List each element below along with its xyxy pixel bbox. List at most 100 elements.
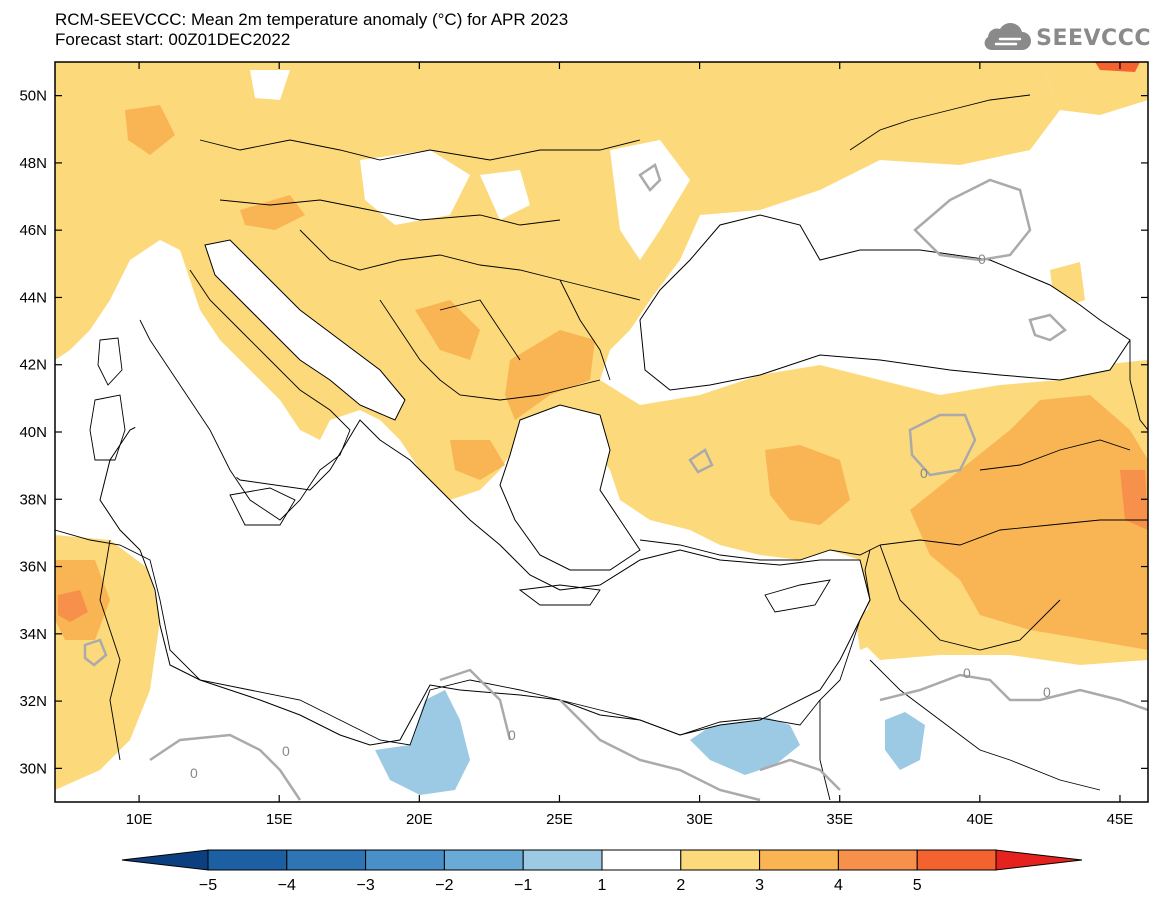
title-line-2: Forecast start: 00Z01DEC2022 [55,30,291,49]
zero-label: 0 [963,665,971,681]
lat-tick-label: 50N [19,88,47,105]
seevccc-logo: SEEVCCC [980,20,1151,56]
border-11 [869,659,1101,791]
mediterranean-sea [99,419,871,746]
colorbar-bin [207,849,288,871]
cyprus [764,579,831,613]
neutral-hole-ukraine [610,140,690,260]
border-14 [1129,340,1148,431]
cold-region-egypt-coast [690,715,800,775]
border-1 [199,139,641,161]
colorbar-bin [365,849,445,871]
anomaly-region-europe [55,62,1148,665]
zero-contour [908,413,977,477]
sea-areas [99,195,1148,746]
lon-tick-label: 40E [966,811,993,828]
north-africa-coast [55,529,861,746]
border-12 [819,700,831,801]
colorbar-label: 5 [913,877,922,894]
colorbar-label: −3 [356,877,374,894]
colorbar-bin [680,849,761,871]
lat-tick-label: 32N [19,693,47,710]
cloud-icon [984,23,1032,51]
black-sea [639,214,1131,391]
chart-title: RCM-SEEVCCC: Mean 2m temperature anomaly… [55,10,568,50]
border-3 [299,229,641,301]
zero-label: 0 [978,251,986,267]
border-10 [99,539,121,761]
zero-label: 0 [508,727,516,743]
anomaly-spot-iraq [1120,470,1148,530]
lon-tick-label: 20E [406,811,433,828]
zero-contour [559,699,761,802]
zero-label: 0 [1043,684,1051,700]
logo-text: SEEVCCC [1036,25,1151,51]
sardinia [89,394,126,461]
lat-tick-label: 30N [19,760,47,777]
colorbar-bin [916,849,997,871]
lat-tick-label: 36N [19,559,47,576]
zero-contour [913,178,1032,262]
caspian-corner [1130,195,1148,240]
zero-label: 0 [920,465,928,481]
anomaly-region-greece [450,440,505,480]
crete [518,584,601,606]
border-5 [439,299,521,361]
neutral-hole-romania [480,170,530,220]
border-13 [849,94,1031,151]
colorbar-label: −5 [199,877,217,894]
lat-tick-label: 48N [19,155,47,172]
colorbar-label: 1 [598,877,607,894]
lat-tick-label: 46N [19,222,47,239]
colorbar-label: −2 [435,877,453,894]
neutral-hole-alps [250,70,290,100]
zero-contour [1028,313,1067,342]
anomaly-shading [55,62,1148,795]
adriatic-sea [204,239,406,421]
lon-tick-label: 30E [686,811,713,828]
colorbar-label: −4 [278,877,296,894]
colorbar-label: 4 [834,877,843,894]
colorbar-bin [443,849,524,871]
colorbar-bin [759,849,839,871]
lon-tick-label: 35E [826,811,853,828]
turkey-south-coast [639,539,881,561]
zero-contours [83,163,1148,802]
anomaly-region-germany [125,105,175,155]
colorbar-bin [601,849,682,871]
anomaly-region-turkey-east [910,395,1148,650]
title-line-1: RCM-SEEVCCC: Mean 2m temperature anomaly… [55,10,569,29]
border-6 [559,279,611,381]
border-4 [379,299,601,401]
anomaly-region-lebanon [855,605,885,650]
zero-contour [439,668,512,741]
zero-contour [638,163,662,192]
lon-tick-label: 25E [546,811,573,828]
anomaly-region-serbia [415,300,480,360]
zero-contour [149,733,302,801]
colorbar-label: 2 [676,877,685,894]
zero-label: 0 [190,765,198,781]
border-9 [979,439,1131,471]
lat-tick-label: 40N [19,424,47,441]
zero-contour [83,638,108,667]
colorbar-bin [837,849,918,871]
lon-tick-label: 10E [126,811,153,828]
cold-region-sinai [885,712,925,770]
latitude-axis: 30N 32N 34N 36N 38N 40N 42N 44N 46N 48N 50N [19,88,1148,777]
zero-contour [688,448,714,474]
zero-label: 0 [282,743,290,759]
colorbar-bin [522,849,603,871]
border-8 [879,544,1061,651]
border-2 [219,199,561,226]
anomaly-spot-algeria [58,590,88,622]
anomaly-region-anatolia [765,445,850,525]
zero-contour [759,758,841,791]
corsica [97,337,123,386]
colorbar-label: −1 [514,877,532,894]
lon-tick-label: 45E [1107,811,1134,828]
cold-region-libya [375,690,470,795]
colorbar-label: 3 [755,877,764,894]
lon-tick-label: 15E [266,811,293,828]
aegean-sea [499,404,641,571]
